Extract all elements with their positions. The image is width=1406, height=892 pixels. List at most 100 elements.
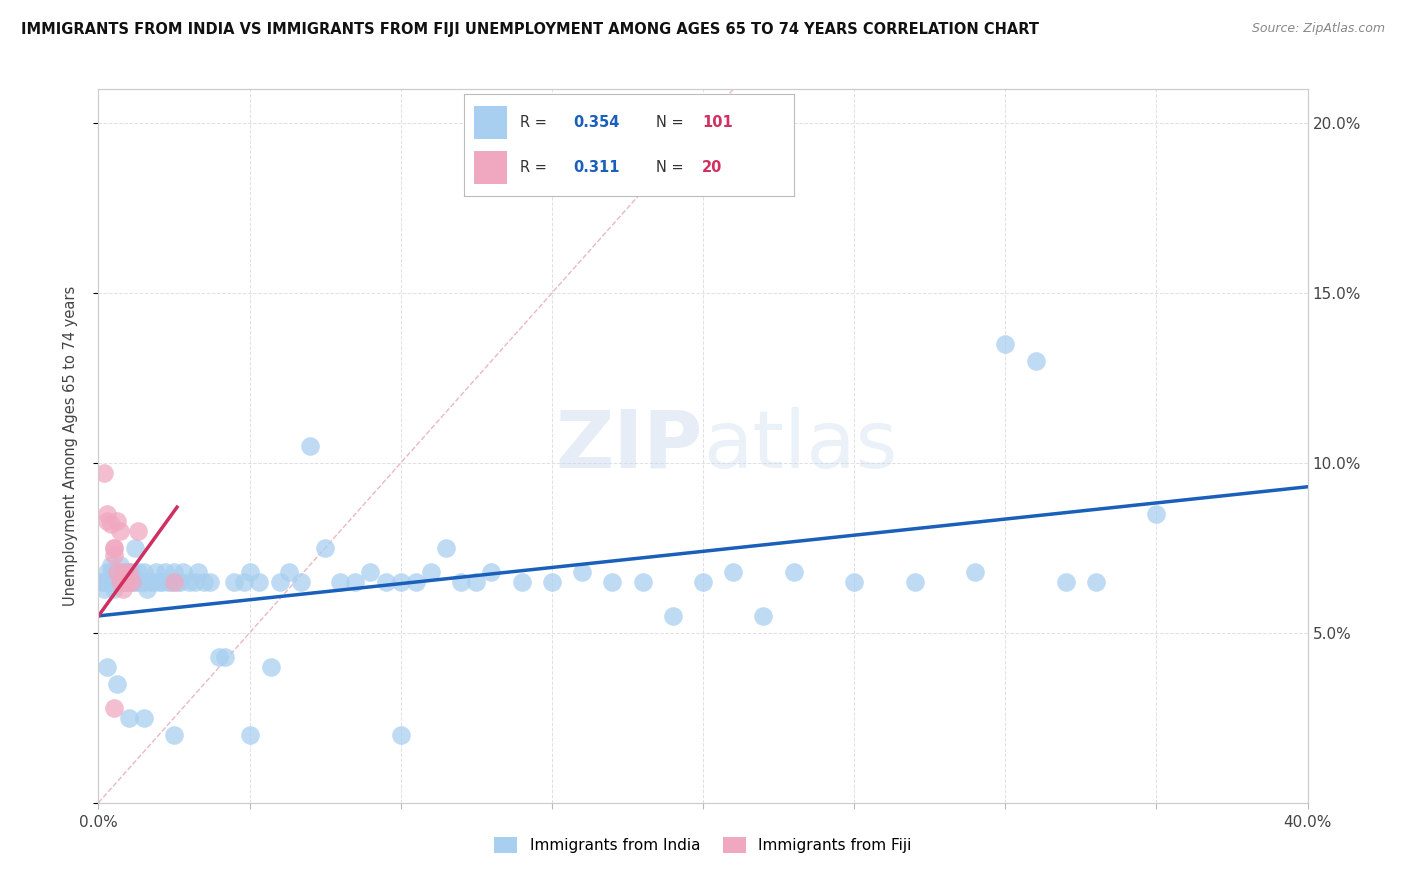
Text: R =: R = xyxy=(520,160,547,175)
Point xyxy=(103,574,125,589)
Text: IMMIGRANTS FROM INDIA VS IMMIGRANTS FROM FIJI UNEMPLOYMENT AMONG AGES 65 TO 74 Y: IMMIGRANTS FROM INDIA VS IMMIGRANTS FROM… xyxy=(21,22,1039,37)
Point xyxy=(184,574,207,589)
Point xyxy=(247,574,270,589)
Point xyxy=(111,574,134,589)
Point xyxy=(1085,574,1108,589)
Point xyxy=(100,574,122,589)
Point xyxy=(103,541,125,555)
Text: 0.354: 0.354 xyxy=(574,115,620,130)
Point xyxy=(96,514,118,528)
Point xyxy=(96,660,118,674)
Point xyxy=(299,439,322,453)
Point xyxy=(96,565,118,579)
Point xyxy=(389,728,412,742)
Point xyxy=(100,558,122,572)
Point xyxy=(118,574,141,589)
Point xyxy=(127,524,149,538)
Point xyxy=(90,574,112,589)
Point xyxy=(111,582,134,596)
Point xyxy=(153,565,176,579)
Bar xyxy=(474,151,508,184)
Point xyxy=(904,574,927,589)
Point xyxy=(103,700,125,714)
Point xyxy=(783,565,806,579)
Text: R =: R = xyxy=(520,115,547,130)
Point xyxy=(93,574,115,589)
Point xyxy=(571,565,593,579)
Point xyxy=(93,466,115,480)
Text: 20: 20 xyxy=(702,160,723,175)
Point xyxy=(132,565,155,579)
Point xyxy=(132,711,155,725)
Legend: Immigrants from India, Immigrants from Fiji: Immigrants from India, Immigrants from F… xyxy=(488,831,918,859)
Point xyxy=(450,574,472,589)
Point xyxy=(193,574,215,589)
Point xyxy=(121,574,143,589)
Point xyxy=(108,558,131,572)
Point xyxy=(160,574,183,589)
Point xyxy=(118,565,141,579)
Point xyxy=(156,574,179,589)
Point xyxy=(208,649,231,664)
Point xyxy=(723,565,745,579)
Point xyxy=(145,565,167,579)
Point xyxy=(103,565,125,579)
Point xyxy=(260,660,283,674)
Point xyxy=(224,574,246,589)
Point xyxy=(108,574,131,589)
Point xyxy=(166,574,188,589)
Point xyxy=(214,649,236,664)
Point xyxy=(187,565,209,579)
Text: Source: ZipAtlas.com: Source: ZipAtlas.com xyxy=(1251,22,1385,36)
Point xyxy=(124,541,146,555)
Point xyxy=(105,565,128,579)
Point xyxy=(434,541,457,555)
Point xyxy=(114,574,136,589)
Point xyxy=(96,507,118,521)
Point xyxy=(994,337,1017,351)
Point xyxy=(96,574,118,589)
Text: ZIP: ZIP xyxy=(555,407,703,485)
Point xyxy=(127,574,149,589)
Point xyxy=(1144,507,1167,521)
Point xyxy=(179,574,201,589)
Point xyxy=(105,574,128,589)
Point xyxy=(100,517,122,532)
Text: N =: N = xyxy=(655,160,683,175)
Point xyxy=(1024,354,1046,368)
Point xyxy=(135,582,157,596)
Point xyxy=(100,565,122,579)
Point xyxy=(631,574,654,589)
Point xyxy=(118,711,141,725)
Point xyxy=(124,574,146,589)
Point xyxy=(602,574,624,589)
Point xyxy=(239,728,262,742)
Point xyxy=(142,574,165,589)
Point xyxy=(127,565,149,579)
Point xyxy=(93,582,115,596)
Point xyxy=(108,524,131,538)
Point xyxy=(114,565,136,579)
Point xyxy=(132,574,155,589)
Point xyxy=(405,574,427,589)
Point xyxy=(163,574,186,589)
Point xyxy=(105,514,128,528)
Point xyxy=(105,574,128,589)
Point xyxy=(148,574,170,589)
Point xyxy=(108,574,131,589)
Point xyxy=(114,574,136,589)
Point xyxy=(111,565,134,579)
Y-axis label: Unemployment Among Ages 65 to 74 years: Unemployment Among Ages 65 to 74 years xyxy=(63,285,77,607)
Point xyxy=(103,548,125,562)
Point xyxy=(163,728,186,742)
Point xyxy=(114,574,136,589)
Point xyxy=(329,574,352,589)
Point xyxy=(374,574,396,589)
Point xyxy=(1054,574,1077,589)
Point xyxy=(105,677,128,691)
Point xyxy=(121,565,143,579)
Point xyxy=(314,541,336,555)
Point xyxy=(510,574,533,589)
Point xyxy=(420,565,443,579)
Point xyxy=(118,574,141,589)
